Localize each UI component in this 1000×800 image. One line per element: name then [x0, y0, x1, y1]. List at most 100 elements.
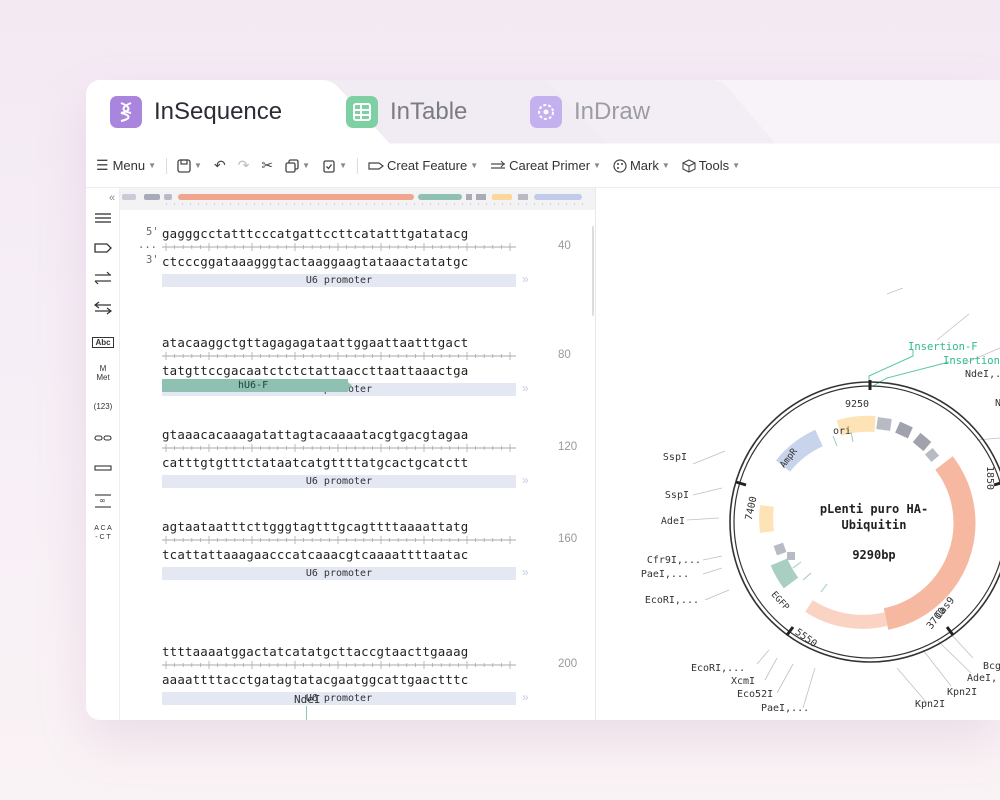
undo-button[interactable]: ↶	[208, 152, 232, 180]
site-label-ndei[interactable]: NdeI,..	[965, 369, 1000, 380]
tab-insequence[interactable]: InSequence	[86, 80, 406, 144]
site-label-cfr9i[interactable]: Cfr9I,...	[647, 555, 701, 566]
vertical-scrollbar[interactable]	[592, 226, 594, 316]
site-label-paei[interactable]: PaeI,...	[641, 569, 689, 580]
feature-u6-promoter[interactable]: U6 promoter	[162, 692, 516, 705]
sequence-bottom-strand[interactable]: tcattattaaagaacccatcaaacgtcaaaattttaatac	[162, 547, 469, 562]
toolbar-divider	[356, 157, 358, 174]
primer-label: hU6-F	[238, 380, 269, 391]
copy-button[interactable]: ▼	[279, 152, 316, 180]
lines-icon	[95, 213, 111, 223]
sequence-ruler	[162, 444, 516, 452]
tab-indraw[interactable]: InDraw	[506, 80, 766, 144]
five-prime-label: 5'	[146, 226, 159, 238]
sequence-row[interactable]: ttttaaaatggactatcatatgcttaccgtaacttgaaag…	[120, 644, 595, 720]
sequence-ruler	[162, 536, 516, 544]
ellipsis-label: ...	[138, 239, 157, 251]
tools-label: Tools	[698, 158, 730, 173]
site-label-sspi-2[interactable]: SspI	[665, 490, 689, 501]
redo-button[interactable]: ↷	[232, 152, 256, 180]
sidebar-abc-button[interactable]: Abc	[92, 332, 114, 352]
site-label-xcmi[interactable]: XcmI	[731, 676, 755, 687]
mark-button[interactable]: Mark ▼	[607, 152, 676, 180]
feature-ampr[interactable]	[775, 429, 823, 472]
sequence-bottom-strand[interactable]: aaaattttacctgatagtatacgaatggcattgaactttc	[162, 672, 469, 687]
chevron-down-icon: ▼	[470, 161, 479, 170]
site-label-ecori-2[interactable]: EcoRI,...	[691, 663, 745, 674]
sidebar-range-button[interactable]: ∞	[92, 490, 114, 512]
feature-u6-promoter[interactable]: U6 promoter	[162, 567, 516, 580]
app-window: InSequence InTable InDraw ☰ Menu ▼ ▼ ↶ ↷	[86, 80, 1000, 720]
plasmid-name-line2: Ubiquitin	[841, 518, 906, 532]
sequence-bottom-strand[interactable]: catttgtgtttctataatcatgttttatgcactgcatctt	[162, 455, 469, 470]
cut-button[interactable]: ✂	[255, 152, 279, 180]
collapse-icon[interactable]: «	[108, 192, 116, 204]
sidebar-feature-button[interactable]	[92, 238, 114, 258]
site-label-sspi-1[interactable]: SspI	[663, 452, 687, 463]
feature-u6-promoter[interactable]: U6 promoter	[162, 475, 516, 488]
sidebar-primer-button[interactable]	[92, 298, 114, 318]
paste-button[interactable]: ▼	[316, 152, 353, 180]
sequence-view[interactable]: gagggcctatttcccatgattccttcatatttgatatacg…	[120, 188, 596, 720]
sequence-row[interactable]: gagggcctatttcccatgattccttcatatttgatatacg…	[120, 226, 595, 316]
feature-egfp[interactable]	[770, 558, 799, 589]
feature-continue-icon: »	[522, 565, 528, 579]
create-feature-label: Creat Feature	[386, 158, 468, 173]
create-primer-button[interactable]: Careat Primer ▼	[484, 152, 607, 180]
site-label-adei-2[interactable]: AdeI,	[967, 673, 997, 684]
sequence-top-strand[interactable]: ttttaaaatggactatcatatgcttaccgtaacttgaaag	[162, 644, 469, 659]
sequence-row[interactable]: gtaaacacaaagatattagtacaaaatacgtgacgtagaa…	[120, 427, 595, 517]
toolbar: ☰ Menu ▼ ▼ ↶ ↷ ✂ ▼ ▼ Creat Feature ▼ Car…	[86, 144, 1000, 188]
menu-button[interactable]: ☰ Menu ▼	[90, 152, 162, 180]
abc-label: Abc	[92, 336, 114, 348]
feature-small-yellow	[759, 505, 774, 533]
double-strand-icon	[94, 271, 111, 285]
primer-label-insertion-f[interactable]: Insertion-F	[908, 341, 978, 353]
feature-cas9[interactable]	[883, 456, 976, 630]
plasmid-map-view[interactable]: ori AmpR Cas9 EGFP 9250 1850 3700 5550 7…	[597, 188, 1000, 720]
feature-u6-promoter[interactable]: U6 promoter	[162, 274, 516, 287]
sidebar-link-button[interactable]	[92, 428, 114, 448]
sequence-bottom-strand[interactable]: tatgttccgacaatctctctattaaccttaattaaactga	[162, 363, 469, 378]
site-ndei-label[interactable]: NdeI	[294, 693, 321, 706]
plasmid-map: ori AmpR Cas9 EGFP 9250 1850 3700 5550 7…	[641, 287, 1000, 714]
sequence-top-strand[interactable]: gagggcctatttcccatgattccttcatatttgatatacg	[162, 226, 469, 241]
tab-intable[interactable]: InTable	[322, 80, 562, 144]
sidebar-strand-button[interactable]	[92, 268, 114, 288]
save-button[interactable]: ▼	[171, 152, 208, 180]
primer-hu6f[interactable]: hU6-F	[162, 379, 348, 392]
sequence-top-strand[interactable]: atacaaggctgttagagagataattggaattaatttgact	[162, 335, 469, 350]
site-label-kpn2i-1[interactable]: Kpn2I	[915, 699, 945, 710]
site-label-n[interactable]: N	[995, 398, 1000, 409]
site-label-adei[interactable]: AdeI	[661, 516, 685, 527]
site-label-ecori[interactable]: EcoRI,...	[645, 595, 699, 606]
toolbar-divider	[166, 157, 168, 174]
sequence-row[interactable]: agtaataatttcttgggtagtttgcagttttaaaattatg…	[120, 519, 595, 609]
primer-label-insertion[interactable]: Insertion-	[943, 355, 1000, 367]
left-site-labels: SspI SspI AdeI Cfr9I,... PaeI,... EcoRI,…	[641, 452, 701, 606]
feature-ori[interactable]	[836, 415, 876, 436]
sequence-top-strand[interactable]: agtaataatttcttgggtagtttgcagttttaaaattatg	[162, 519, 469, 534]
plasmid-size: 9290bp	[852, 548, 895, 562]
sidebar-bar-button[interactable]	[92, 458, 114, 478]
sidebar-met-button[interactable]: M Met	[92, 360, 114, 386]
create-feature-button[interactable]: Creat Feature ▼	[362, 152, 484, 180]
overview-map[interactable]	[120, 188, 596, 210]
site-label-bcg[interactable]: Bcg	[983, 661, 1000, 672]
sidebar-lines-button[interactable]	[92, 208, 114, 228]
site-label-eco52i[interactable]: Eco52I	[737, 689, 773, 700]
site-label-kpn2i-2[interactable]: Kpn2I	[947, 687, 977, 698]
sidebar-number-button[interactable]: (123)	[92, 396, 114, 416]
tools-button[interactable]: Tools ▼	[676, 152, 746, 180]
chevron-down-icon: ▼	[593, 161, 601, 170]
sidebar-align-button[interactable]: A C A - C T	[92, 522, 114, 544]
three-prime-label: 3'	[146, 254, 159, 266]
sequence-top-strand[interactable]: gtaaacacaaagatattagtacaaaatacgtgacgtagaa	[162, 427, 469, 442]
tab-indraw-label: InDraw	[574, 98, 651, 125]
sequence-ruler	[162, 661, 516, 669]
clipboard-icon	[323, 159, 335, 173]
sequence-bottom-strand[interactable]: ctcccggataaagggtactaaggaagtataaactatatgc	[162, 254, 469, 269]
primer-icon	[491, 160, 506, 169]
cube-icon	[682, 158, 696, 173]
site-label-paei-2[interactable]: PaeI,...	[761, 703, 809, 714]
